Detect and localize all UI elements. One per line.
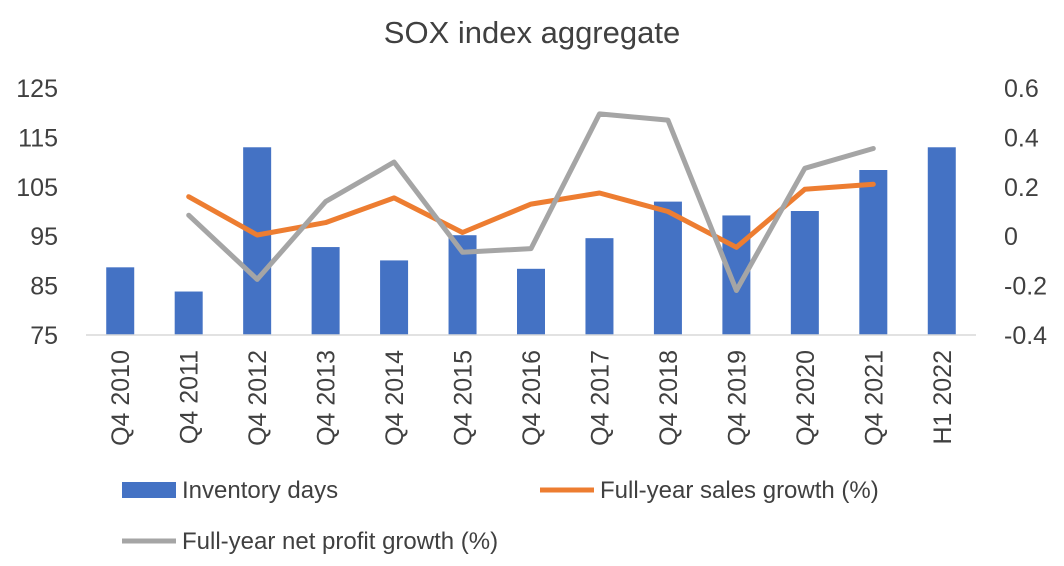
x-axis-tick-label: Q4 2018 (655, 350, 683, 446)
left-axis-tick-label: 115 (18, 124, 58, 152)
left-axis-tick-label: 105 (16, 174, 58, 202)
line-series (186, 111, 876, 293)
left-axis-ticks: 125 115 105 95 85 75 (16, 75, 58, 350)
x-axis-tick-label: Q4 2020 (792, 350, 820, 446)
right-axis-tick-label: 0.2 (1004, 174, 1039, 202)
x-axis-tick-label: Q4 2012 (244, 350, 272, 446)
x-axis-tick-label: Q4 2016 (518, 350, 546, 446)
right-axis-tick-label: 0.6 (1004, 75, 1039, 103)
legend-label: Full-year sales growth (%) (600, 477, 879, 504)
x-axis-ticks: Q4 2010 Q4 2011 Q4 2012 Q4 2013 Q4 2014 Q4 20… (107, 350, 957, 446)
bar-series (106, 147, 956, 335)
right-axis-tick-label: 0 (1004, 223, 1018, 251)
bar (517, 268, 545, 335)
bar (380, 260, 409, 335)
x-axis-tick-label: Q4 2014 (381, 350, 409, 446)
legend-swatch-inventory-days (122, 482, 176, 498)
bar (927, 147, 956, 335)
left-axis-tick-label: 85 (30, 273, 58, 301)
bar (859, 170, 888, 335)
legend-label: Inventory days (182, 477, 338, 504)
bar (311, 247, 340, 335)
x-axis-tick-label: Q4 2013 (313, 350, 341, 446)
x-axis-tick-label: Q4 2015 (450, 350, 478, 446)
x-axis-tick-label: Q4 2017 (586, 350, 614, 446)
net-profit-growth-line (186, 111, 876, 293)
legend: Inventory days Full-year sales growth (%)… (122, 477, 879, 555)
left-axis-tick-label: 125 (16, 75, 58, 103)
x-axis-tick-label: Q4 2011 (176, 350, 204, 444)
bar (174, 291, 203, 335)
right-axis-tick-label: -0.2 (1004, 273, 1047, 301)
bar (653, 201, 682, 335)
right-axis-tick-label: -0.4 (1004, 322, 1047, 350)
bar (243, 147, 272, 335)
x-axis-tick-label: H1 2022 (929, 350, 957, 445)
right-axis-tick-label: 0.4 (1004, 124, 1039, 152)
bar (585, 238, 614, 335)
left-axis-tick-label: 75 (30, 322, 58, 350)
legend-label: Full-year net profit growth (%) (182, 528, 498, 555)
chart-title: SOX index aggregate (384, 15, 680, 50)
x-axis-tick-label: Q4 2010 (107, 350, 135, 446)
right-axis-ticks: 0.6 0.4 0.2 0 -0.2 -0.4 (1004, 75, 1047, 350)
left-axis-tick-label: 95 (30, 223, 58, 251)
x-axis-tick-label: Q4 2019 (723, 350, 751, 446)
x-axis-tick-label: Q4 2021 (860, 350, 888, 446)
bar (790, 211, 819, 335)
bar (106, 267, 135, 335)
